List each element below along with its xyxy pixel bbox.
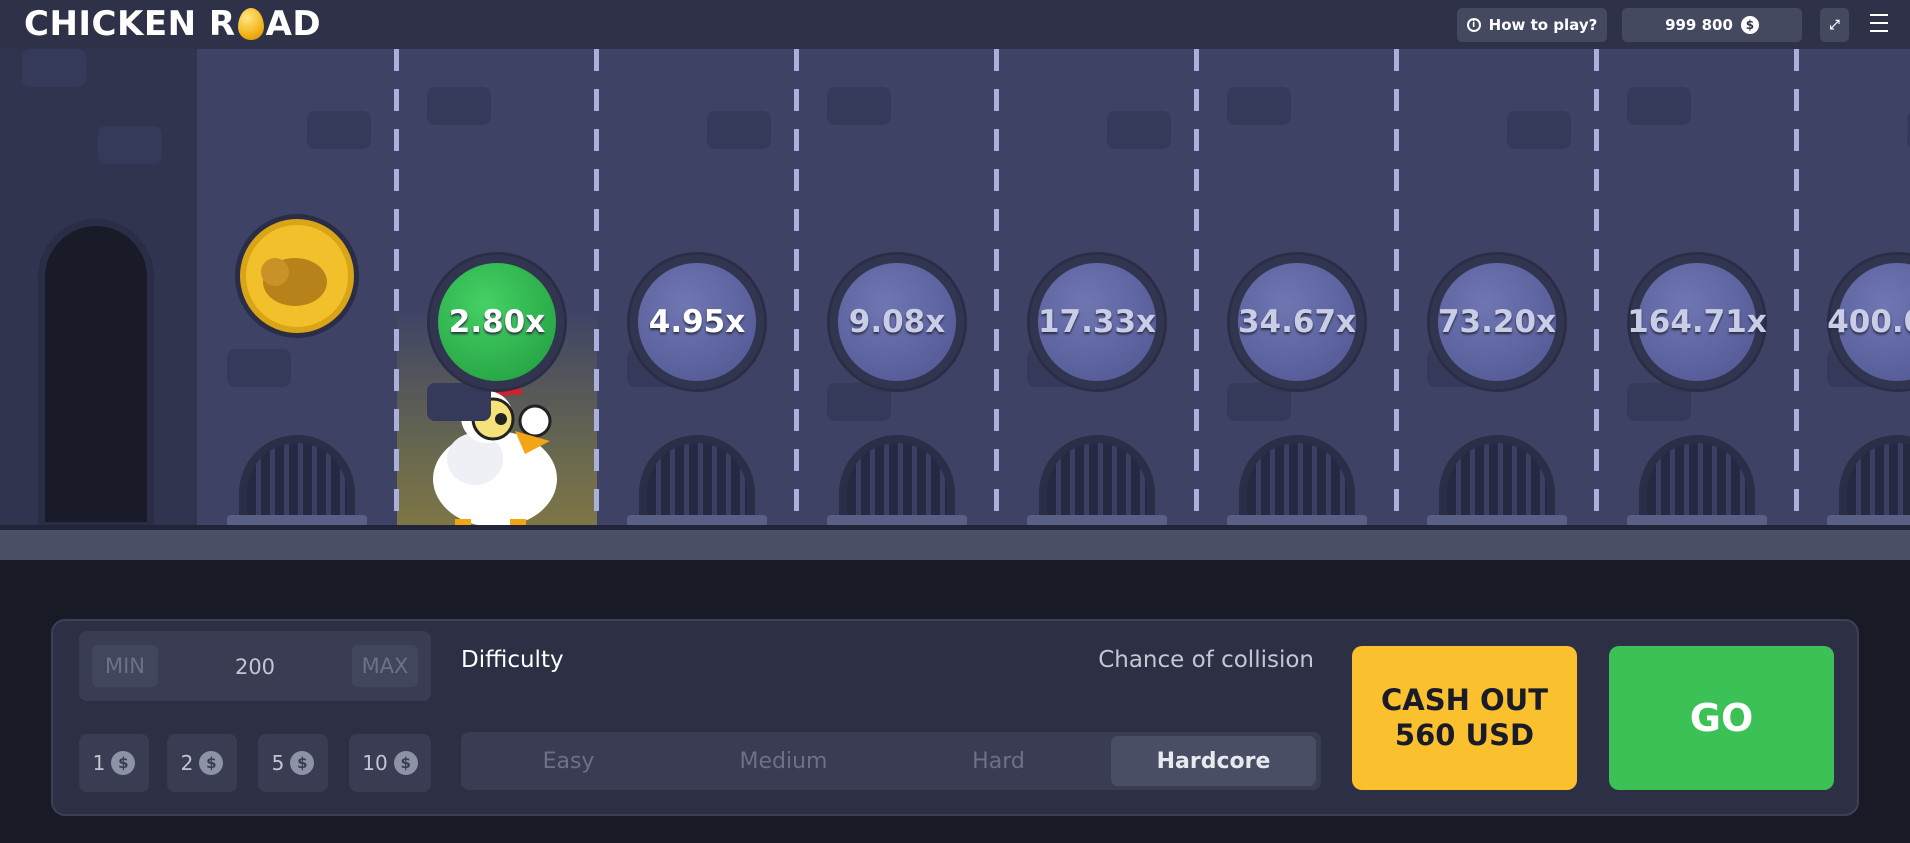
header: CHICKEN R AD i How to play? 999 800 $ ⤢	[0, 0, 1910, 49]
logo: CHICKEN R AD	[24, 4, 321, 44]
go-button[interactable]: GO	[1609, 646, 1834, 790]
multiplier-coin: 9.08x	[830, 255, 964, 389]
how-to-play-text: How to play?	[1488, 16, 1598, 34]
difficulty-option[interactable]: Hard	[972, 748, 1025, 774]
balance-text: 999 800	[1665, 16, 1733, 34]
grate-base	[1427, 515, 1567, 525]
quick-bet-button[interactable]: 10 $	[349, 734, 431, 792]
brick	[1627, 87, 1691, 125]
castle-door	[38, 219, 154, 525]
brick	[427, 87, 491, 125]
grate-base	[227, 515, 367, 525]
quick-bet-value: 1	[92, 751, 106, 775]
brick	[1227, 383, 1291, 421]
multiplier-coin: 17.33x	[1030, 255, 1164, 389]
brick	[1227, 87, 1291, 125]
brick	[707, 111, 771, 149]
lane-divider	[794, 49, 799, 525]
multiplier-coin: 2.80x	[430, 255, 564, 389]
logo-text: CHICKEN R	[24, 4, 236, 44]
max-button[interactable]: MAX	[352, 645, 418, 687]
currency-icon: $	[199, 751, 224, 775]
lane-divider	[594, 49, 599, 525]
brick	[827, 383, 891, 421]
quick-bet-value: 2	[180, 751, 194, 775]
multiplier-coin: 73.20x	[1430, 255, 1564, 389]
grate-base	[1627, 515, 1767, 525]
sewer-grate	[639, 435, 755, 525]
logo-egg	[237, 8, 264, 40]
brick	[1907, 111, 1910, 149]
currency-icon: $	[1740, 16, 1759, 34]
multiplier-coin: 4.95x	[630, 255, 764, 389]
sewer-grate	[1439, 435, 1555, 525]
grate-base	[1027, 515, 1167, 525]
brick	[307, 111, 371, 149]
logo-text: AD	[265, 4, 322, 44]
control-panel: MIN 200 MAX Difficulty Chance of collisi…	[51, 619, 1859, 816]
balance-box: 999 800 $	[1622, 8, 1802, 42]
sewer-grate	[1839, 435, 1910, 525]
sewer-grate	[839, 435, 955, 525]
brick	[98, 126, 162, 164]
currency-icon: $	[290, 751, 315, 775]
lane-divider	[394, 49, 399, 525]
menu-button[interactable]	[1870, 14, 1888, 34]
difficulty-label: Difficulty	[461, 647, 564, 673]
castle-wall	[0, 49, 197, 525]
quick-bet-button[interactable]: 2 $	[167, 734, 237, 792]
brick	[1627, 383, 1691, 421]
currency-icon: $	[111, 751, 136, 775]
grate-base	[827, 515, 967, 525]
brick	[1107, 111, 1171, 149]
difficulty-option[interactable]: Easy	[542, 748, 595, 774]
start-coin	[235, 214, 359, 338]
difficulty-selector: Easy Medium Hard Hardcore	[461, 732, 1321, 790]
quick-bet-button[interactable]: 5 $	[258, 734, 328, 792]
lane-divider	[1194, 49, 1199, 525]
fullscreen-button[interactable]: ⤢	[1820, 8, 1849, 42]
cashout-button[interactable]: CASH OUT 560 USD	[1352, 646, 1577, 790]
brick	[22, 49, 86, 87]
difficulty-option[interactable]: Hardcore	[1111, 736, 1316, 786]
sewer-grate	[1039, 435, 1155, 525]
bet-amount[interactable]: 200	[234, 655, 276, 679]
road	[0, 525, 1910, 560]
grate-base	[1227, 515, 1367, 525]
how-to-play-button[interactable]: i How to play?	[1457, 8, 1607, 42]
multiplier-coin: 34.67x	[1230, 255, 1364, 389]
sewer-grate	[239, 435, 355, 525]
multiplier-coin: 164.71x	[1627, 255, 1767, 389]
lane-divider	[1394, 49, 1399, 525]
currency-icon: $	[393, 751, 418, 775]
quick-bet-button[interactable]: 1 $	[79, 734, 149, 792]
lane-divider	[994, 49, 999, 525]
brick	[827, 87, 891, 125]
lane-divider	[1794, 49, 1799, 525]
quick-bet-value: 10	[362, 751, 388, 775]
chance-label: Chance of collision	[1098, 647, 1314, 673]
brick	[1507, 111, 1571, 149]
lane-divider	[1594, 49, 1599, 525]
min-button[interactable]: MIN	[92, 645, 158, 687]
sewer-grate	[1639, 435, 1755, 525]
grate-base	[1827, 515, 1910, 525]
brick	[227, 349, 291, 387]
cashout-amount: 560 USD	[1394, 718, 1535, 752]
brick	[427, 383, 491, 421]
cashout-text: CASH OUT	[1381, 683, 1548, 718]
game-area: 2.80x 4.95x 9.08x 17.33x 34.67x 73.20x 164.71x…	[0, 49, 1910, 525]
difficulty-option[interactable]: Medium	[739, 748, 828, 774]
grate-base	[627, 515, 767, 525]
bet-input: MIN 200 MAX	[79, 631, 431, 701]
sewer-grate	[1239, 435, 1355, 525]
quick-bet-value: 5	[271, 751, 285, 775]
